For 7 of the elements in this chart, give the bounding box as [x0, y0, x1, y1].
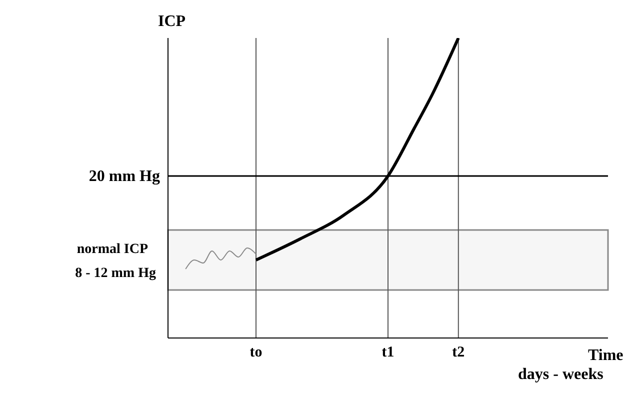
ref-line-label: 20 mm Hg [88, 168, 160, 185]
y-axis-title: ICP [158, 13, 186, 30]
x-tick-label: t2 [452, 344, 465, 361]
x-tick-label: t1 [382, 344, 394, 361]
x-axis-title: Time days - weeks [518, 347, 624, 383]
band-label: normal ICP 8 - 12 mm Hg [75, 242, 156, 281]
x-tick-label: to [250, 344, 262, 361]
